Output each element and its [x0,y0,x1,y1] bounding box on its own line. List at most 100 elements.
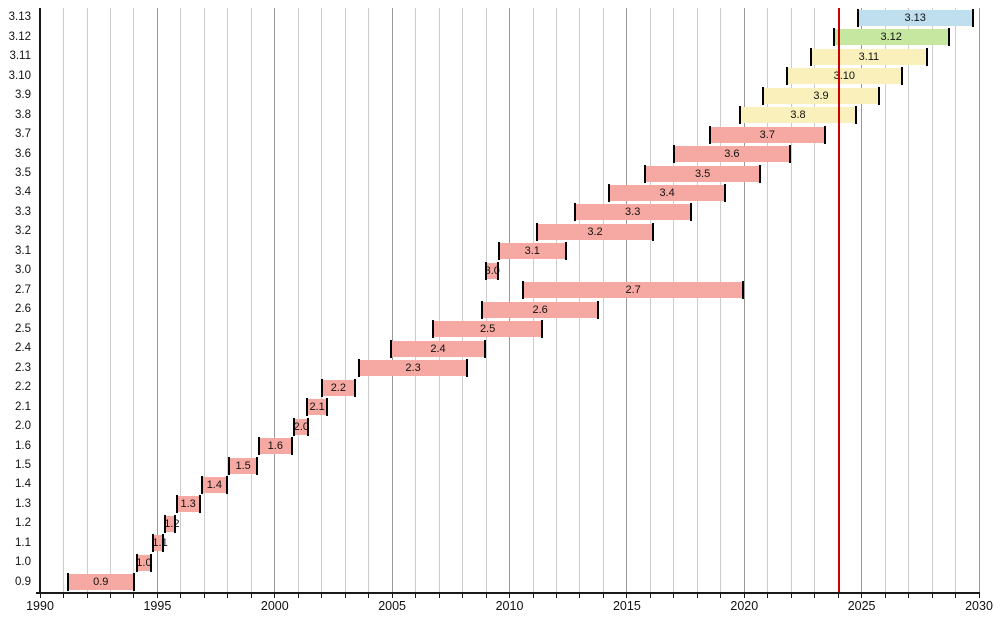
x-axis-tick [297,594,299,598]
bar-version-label: 2.1 [309,401,325,414]
bar-version-label: 2.2 [330,381,346,394]
y-axis-version-label: 3.5 [15,167,31,179]
version-support-bar: 3.2 [536,222,655,241]
y-axis-version-label: 1.6 [15,439,31,452]
bar-version-label: 3.1 [524,245,540,258]
major-year-gridline [274,8,276,592]
version-support-bar: 1.2 [164,514,180,533]
year-gridline [767,8,769,592]
y-axis-version-label: 3.3 [15,205,31,218]
bar-version-label: 2.0 [293,420,309,433]
y-axis-version-label: 2.6 [15,303,31,316]
year-gridline [931,8,933,592]
x-axis-tick-label: 2020 [730,599,759,613]
x-axis-tick [156,594,158,598]
version-support-bar: 1.1 [152,534,168,553]
bar-version-label: 1.5 [235,459,251,472]
x-axis-tick [415,594,417,598]
y-axis-version-label: 2.7 [15,283,31,296]
year-gridline [673,8,675,592]
version-support-bar: 1.5 [228,456,259,475]
x-axis-tick [438,594,440,598]
year-gridline [133,8,135,592]
version-support-bar: 1.4 [200,475,229,494]
bar-version-label: 2.4 [430,342,446,355]
y-axis-version-label: 2.2 [15,381,31,394]
version-support-bar: 0.9 [66,573,135,592]
x-axis-tick [203,594,205,598]
version-support-bar: 3.9 [762,86,881,105]
y-axis-line [39,8,41,594]
y-axis-version-label: 2.4 [15,342,31,355]
version-support-bar: 2.6 [480,300,600,319]
y-axis-version-label: 3.8 [15,108,31,121]
x-axis-tick [485,594,487,598]
x-axis-tick [955,594,956,598]
version-support-bar: 3.6 [673,145,791,163]
major-year-gridline [156,8,158,592]
x-axis-tick [673,594,675,598]
y-axis-version-label: 3.1 [15,244,31,257]
x-axis-tick [180,594,182,598]
bar-version-label: 1.2 [164,517,180,530]
year-gridline [227,8,229,592]
bar-version-label: 3.9 [813,89,829,102]
version-support-bar: 1.0 [135,553,153,572]
year-gridline [649,8,651,592]
version-support-bar: 2.1 [305,398,329,417]
x-axis-tick [109,594,111,598]
x-axis-tick-label: 1990 [26,599,54,613]
year-gridline [955,8,956,592]
x-axis-tick [462,594,464,598]
year-gridline [415,8,417,592]
bar-version-label: 3.2 [587,225,603,238]
version-support-bar: 3.11 [810,47,928,66]
x-axis-tick-label: 2015 [612,599,641,613]
bar-version-label: 3.0 [484,264,500,277]
version-support-bar: 3.1 [497,242,567,261]
year-gridline [368,8,370,592]
major-year-gridline [509,8,510,592]
y-axis-version-label: 3.2 [15,225,31,238]
x-axis-tick [767,594,769,598]
y-axis-version-label: 3.7 [15,128,31,140]
version-support-bar: 3.4 [608,183,726,202]
y-axis-version-label: 0.9 [15,575,31,588]
x-axis-tick [908,594,910,598]
x-axis-tick [837,594,839,598]
bar-version-label: 1.6 [267,440,283,452]
x-axis-tick [814,594,816,598]
x-axis-tick [532,594,534,598]
bar-version-label: 0.9 [93,576,109,589]
y-axis-version-label: 1.0 [15,556,31,569]
x-axis-tick [649,594,651,598]
year-gridline [884,8,886,592]
y-axis-version-label: 3.6 [15,147,31,160]
x-axis-tick [931,594,933,598]
today-marker-line [838,8,841,592]
year-gridline [814,8,816,592]
bar-version-label: 3.11 [858,50,880,63]
version-support-bar: 3.7 [708,125,827,144]
bar-version-label: 2.3 [405,362,421,375]
y-axis-version-label: 1.5 [15,459,31,471]
y-axis-version-label: 1.4 [15,478,31,491]
x-axis-tick-label: 2025 [847,599,876,613]
version-support-bar: 3.8 [739,106,858,125]
bar-version-label: 3.6 [724,148,740,160]
y-axis-version-label: 1.3 [15,497,31,510]
x-axis-tick [884,594,886,598]
year-gridline [109,8,111,592]
year-gridline [696,8,698,592]
major-year-gridline [391,8,393,592]
x-axis-tick-label: 2030 [965,599,993,613]
bar-version-label: 1.0 [136,556,152,569]
x-axis-tick [86,594,88,598]
bar-version-label: 3.4 [659,186,675,199]
x-axis-tick [63,594,64,598]
year-gridline [579,8,581,592]
x-axis-tick [509,594,510,598]
version-support-bar: 2.4 [390,339,486,358]
year-gridline [203,8,205,592]
